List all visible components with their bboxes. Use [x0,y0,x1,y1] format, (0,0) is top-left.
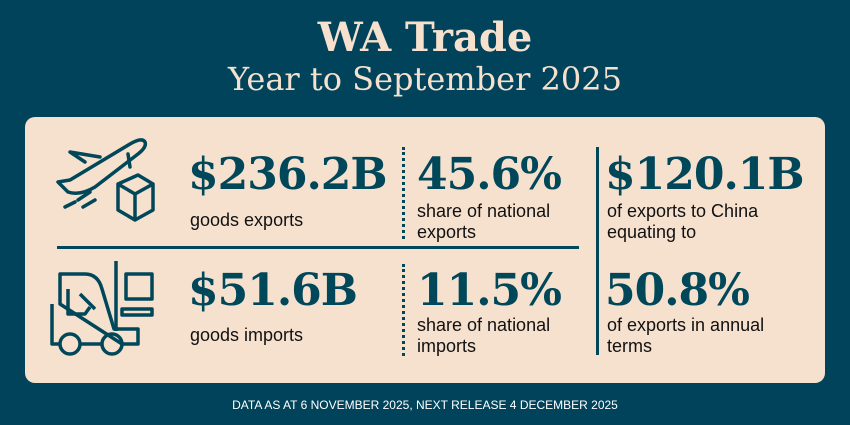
divider [402,147,405,239]
divider [402,264,405,356]
imports-share: 11.5% [417,265,562,316]
forklift-icon [50,261,154,356]
footer-note: DATA AS AT 6 NOVEMBER 2025, NEXT RELEASE… [232,398,618,412]
imports-label: goods imports [190,325,304,345]
title: WA Trade [317,14,533,61]
stats-card: $236.2B goods exports 45.6% share of nat… [25,117,825,383]
divider [596,147,599,355]
exports-share: 45.6% [417,149,562,200]
exports-share-label: share of national exports [417,201,551,242]
divider [57,246,579,249]
plane-box-icon [56,138,155,222]
china-exports-value: $120.1B [605,149,805,200]
exports-label: goods exports [190,210,304,230]
china-exports-label: of exports to China equating to [607,201,759,242]
china-share-label: of exports in annual terms [607,315,765,356]
imports-value: $51.6B [188,265,358,316]
china-share-value: 50.8% [605,265,750,316]
imports-share-label: share of national imports [417,315,551,356]
exports-value: $236.2B [188,149,388,200]
subtitle: Year to September 2025 [228,60,622,98]
